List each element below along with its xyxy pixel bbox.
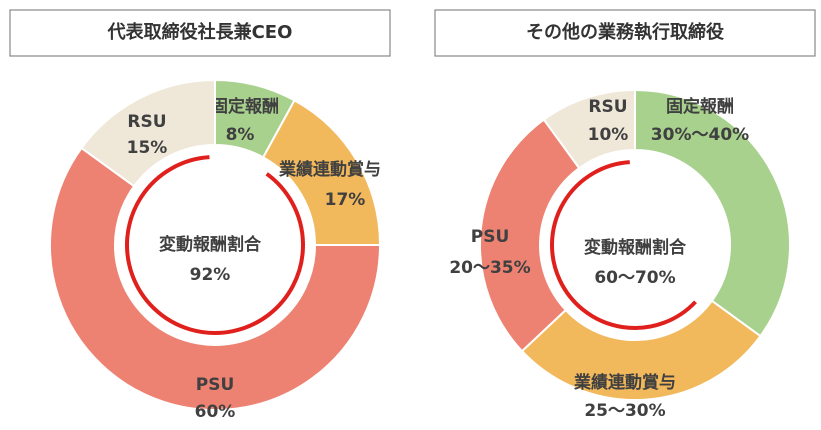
variable-arc (550, 160, 697, 330)
segment-label: RSU (127, 112, 166, 132)
chart-title: 代表取締役社長兼CEO (107, 21, 293, 43)
segment-label: 固定報酬 (211, 96, 279, 117)
segment-label: 業績連動賞与 (574, 372, 676, 393)
chart-title: その他の業務執行取締役 (526, 21, 724, 43)
center-label: 92% (190, 265, 231, 285)
segment-label: RSU (588, 97, 627, 117)
donut-segment (542, 88, 636, 170)
title-box (9, 9, 391, 57)
segment-label: PSU (196, 375, 235, 395)
segment-value-label: 25〜30% (584, 401, 665, 421)
center-label: 変動報酬割合 (584, 237, 687, 258)
segment-label: PSU (471, 227, 510, 247)
segment-label: 固定報酬 (666, 96, 734, 117)
donut-segment (80, 78, 216, 188)
center-label: 変動報酬割合 (159, 234, 262, 255)
segment-value-label: 60% (195, 402, 236, 422)
donut-segment (634, 88, 791, 338)
segment-label: 業績連動賞与 (279, 159, 381, 180)
variable-arc (125, 155, 305, 335)
segment-value-label: 17% (325, 190, 366, 210)
segment-value-label: 30%〜40% (651, 125, 749, 145)
title-box (434, 9, 816, 57)
segment-value-label: 8% (226, 125, 255, 145)
donut-segment (479, 118, 581, 353)
segment-value-label: 10% (588, 125, 629, 145)
donut-segment (520, 299, 762, 401)
segment-value-label: 15% (127, 138, 168, 158)
center-label: 60〜70% (594, 268, 675, 288)
segment-value-label: 20〜35% (449, 258, 530, 278)
donut-segment (49, 146, 382, 411)
